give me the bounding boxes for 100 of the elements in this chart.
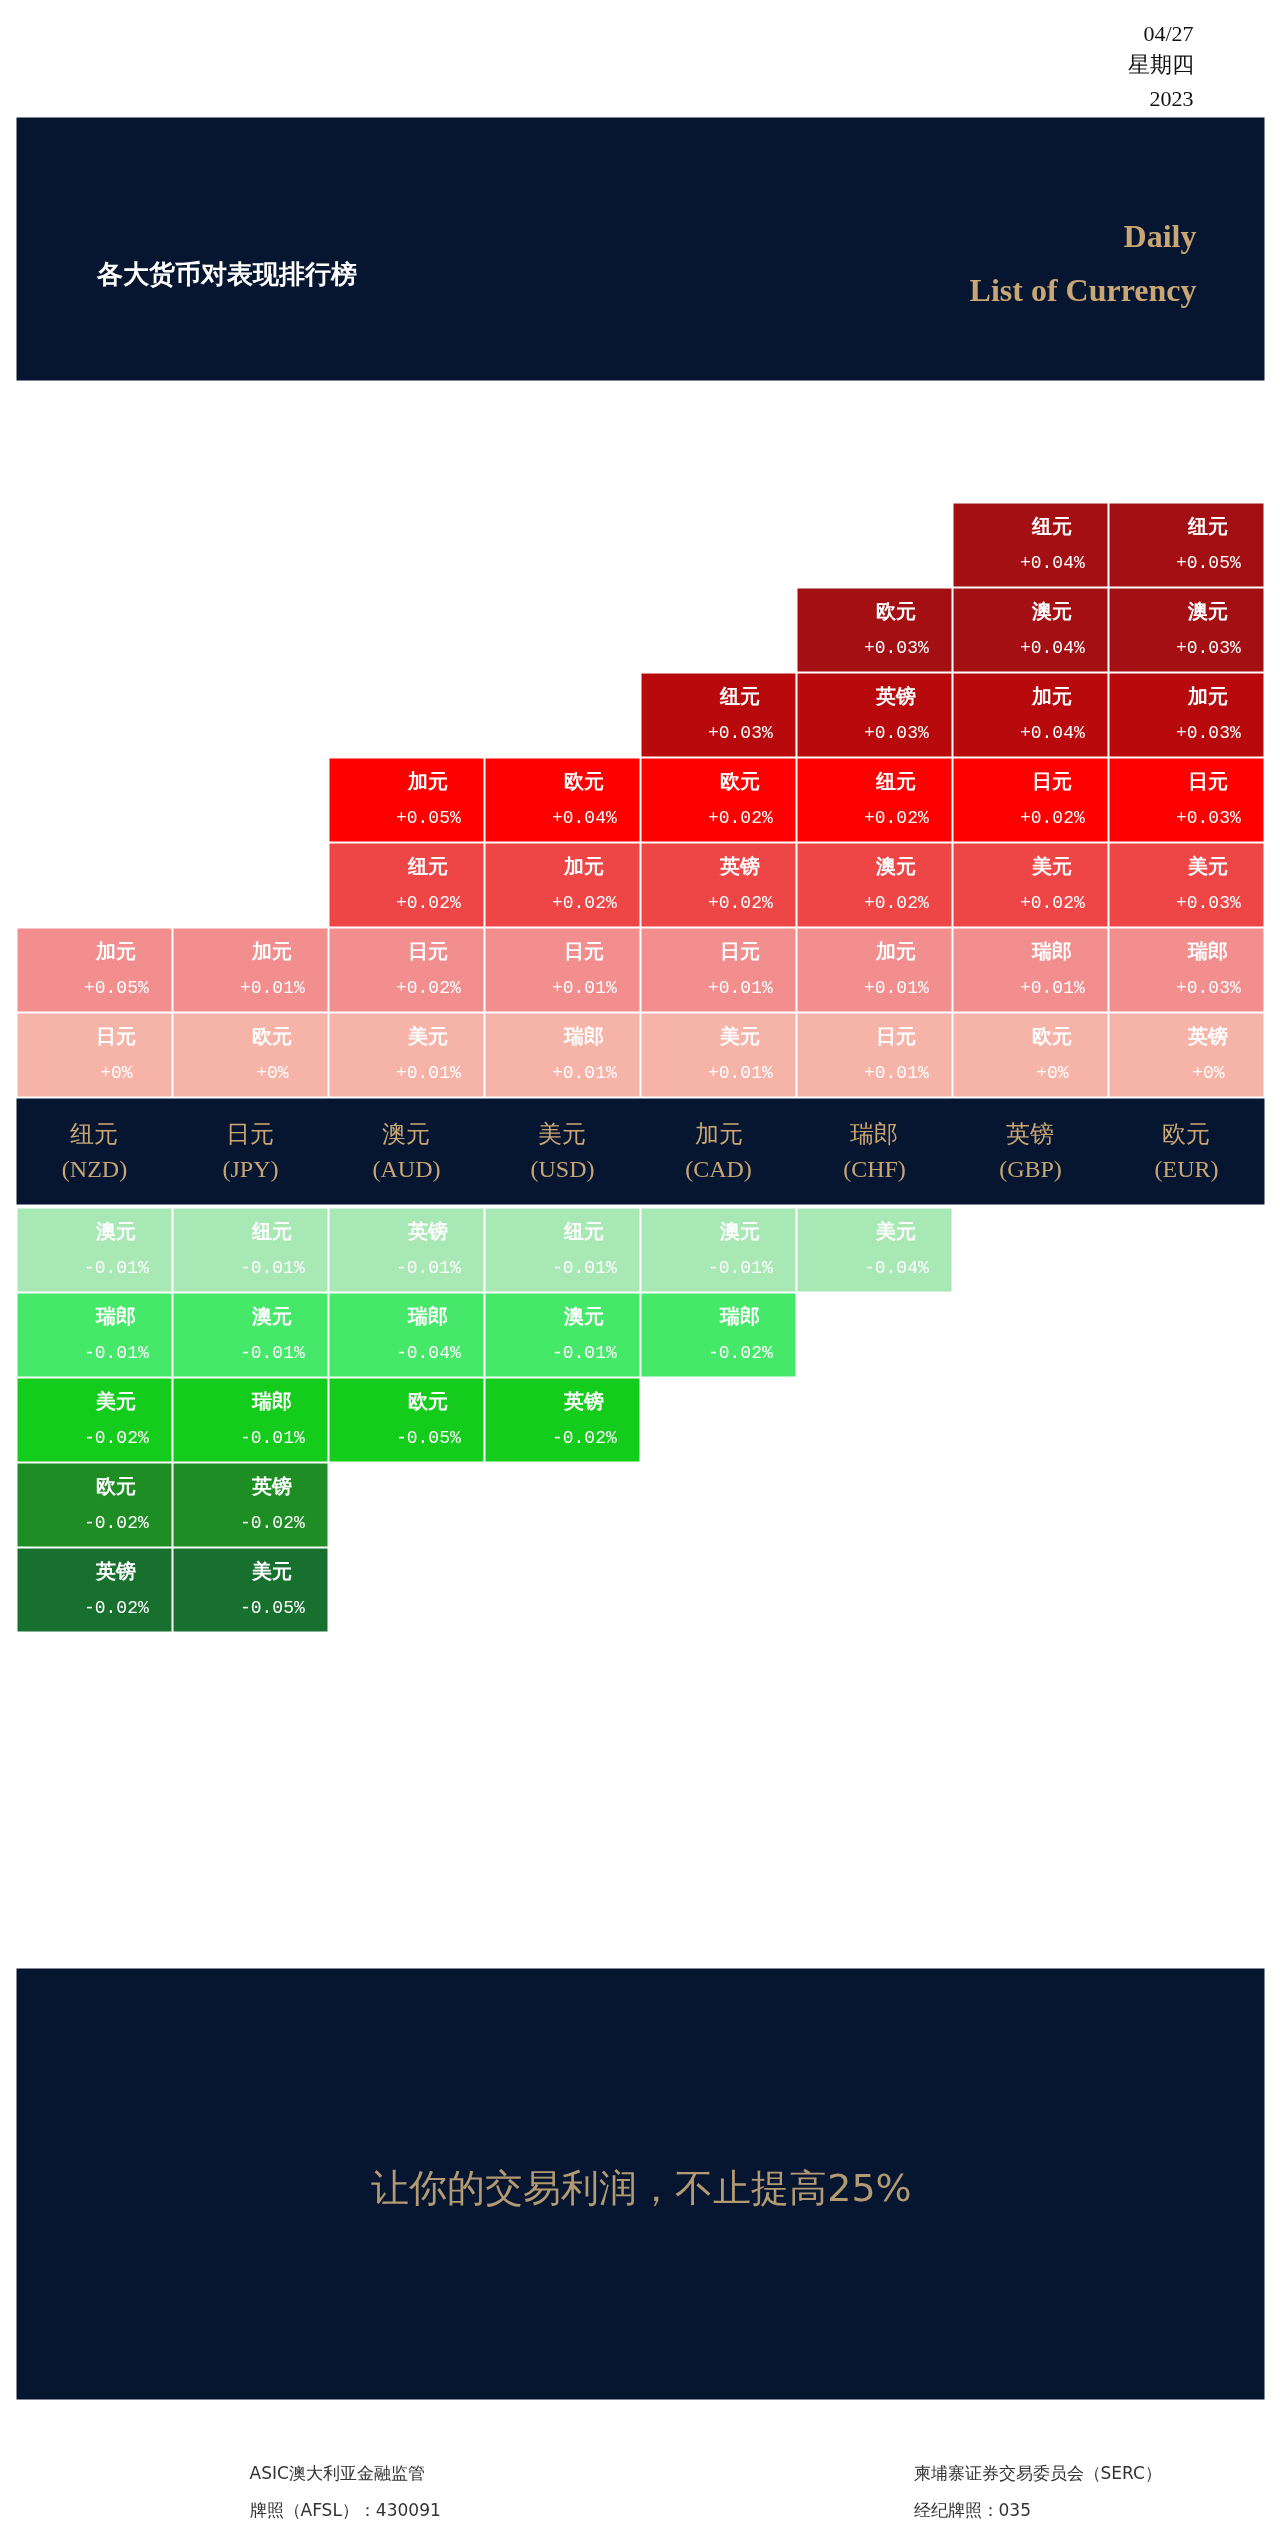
data-label: -0.01% bbox=[551, 1342, 617, 1363]
text: 欧元 bbox=[1032, 1024, 1073, 1047]
data-label: +0.05% bbox=[1175, 552, 1241, 573]
text: 英镑 bbox=[251, 1474, 293, 1497]
data-label: +0.03% bbox=[863, 637, 929, 658]
text: 日元 bbox=[720, 939, 761, 962]
text: 星期四 bbox=[1127, 52, 1194, 77]
data-label: +0.02% bbox=[551, 892, 617, 913]
text: 澳元 bbox=[875, 854, 917, 877]
data-label: +0.01% bbox=[551, 1062, 617, 1083]
data-label: -0.01% bbox=[707, 1257, 773, 1278]
data-label: -0.02% bbox=[707, 1342, 773, 1363]
text: 2023 bbox=[1149, 85, 1194, 111]
text: 澳元 bbox=[1187, 599, 1229, 622]
data-label: -0.01% bbox=[239, 1257, 305, 1278]
data-label: +0.02% bbox=[395, 977, 461, 998]
text: 纽元 bbox=[875, 769, 917, 792]
text: 欧元 bbox=[96, 1474, 137, 1497]
text: 英镑 bbox=[95, 1559, 137, 1582]
data-label: +0.05% bbox=[83, 977, 149, 998]
text: 欧元 bbox=[252, 1024, 293, 1047]
text: Daily List of Currency bbox=[969, 217, 1197, 308]
text: 澳元 bbox=[1031, 599, 1073, 622]
data-label: +0.03% bbox=[1175, 722, 1241, 743]
text: 纽元 bbox=[251, 1219, 293, 1242]
data-label: +0.04% bbox=[1019, 637, 1085, 658]
data-label: +0.02% bbox=[863, 807, 929, 828]
text: 各大货币对表现排行榜 bbox=[95, 258, 357, 289]
text: 澳元 bbox=[719, 1219, 761, 1242]
data-label: -0.02% bbox=[83, 1512, 149, 1533]
data-label: +0.02% bbox=[707, 807, 773, 828]
data-label: -0.01% bbox=[83, 1257, 149, 1278]
text: 日元 bbox=[1188, 769, 1229, 792]
data-label: +0.03% bbox=[1175, 637, 1241, 658]
text: 纽元 bbox=[1187, 514, 1229, 537]
text: 经纪牌照：035 bbox=[913, 2499, 1031, 2520]
data-label: -0.01% bbox=[395, 1257, 461, 1278]
text: 瑞郎 bbox=[95, 1304, 137, 1327]
data-label: +0.03% bbox=[1175, 807, 1241, 828]
data-label: -0.04% bbox=[395, 1342, 461, 1363]
data-label: -0.02% bbox=[551, 1427, 617, 1448]
text: 纽元 bbox=[1031, 514, 1073, 537]
data-label: +0.01% bbox=[239, 977, 305, 998]
text: 日元 bbox=[876, 1024, 917, 1047]
category-label: 纽元 (NZD) bbox=[61, 1120, 128, 1183]
data-label: +0.01% bbox=[863, 1062, 929, 1083]
data-label: +0.05% bbox=[395, 807, 461, 828]
text: 英镑 bbox=[875, 684, 917, 707]
text: 纽元 bbox=[563, 1219, 605, 1242]
text: 欧元 bbox=[408, 1389, 449, 1412]
data-label: +0.03% bbox=[1175, 977, 1241, 998]
data-label: +0.02% bbox=[707, 892, 773, 913]
data-label: +0.04% bbox=[1019, 552, 1085, 573]
text: 瑞郎 bbox=[1031, 939, 1073, 962]
data-label: +0.02% bbox=[863, 892, 929, 913]
category-label: 英镑 (GBP) bbox=[999, 1120, 1062, 1183]
text: 瑞郎 bbox=[407, 1304, 449, 1327]
text: 加元 bbox=[407, 769, 449, 792]
data-label: +0.01% bbox=[863, 977, 929, 998]
data-label: -0.01% bbox=[239, 1342, 305, 1363]
text: 04/27 bbox=[1143, 21, 1194, 46]
category-label: 美元 (USD) bbox=[530, 1120, 595, 1183]
data-label: +0.02% bbox=[395, 892, 461, 913]
data-label: +0% bbox=[1192, 1062, 1225, 1083]
text: 加元 bbox=[1031, 684, 1073, 707]
text: 英镑 bbox=[563, 1389, 605, 1412]
text: 美元 bbox=[719, 1024, 761, 1047]
data-label: +0.02% bbox=[1019, 892, 1085, 913]
data-label: +0% bbox=[256, 1062, 289, 1083]
text: 加元 bbox=[875, 939, 917, 962]
text: 柬埔寨证券交易委员会（SERC） bbox=[913, 2462, 1162, 2483]
text: 澳元 bbox=[251, 1304, 293, 1327]
text: ASIC澳大利亚金融监管 bbox=[249, 2462, 425, 2483]
data-label: +0.01% bbox=[1019, 977, 1085, 998]
data-label: -0.05% bbox=[395, 1427, 461, 1448]
text: 英镑 bbox=[1187, 1024, 1229, 1047]
data-label: +0.01% bbox=[707, 1062, 773, 1083]
text: 美元 bbox=[95, 1389, 137, 1412]
data-label: +0.04% bbox=[551, 807, 617, 828]
data-label: +0.03% bbox=[707, 722, 773, 743]
data-label: -0.01% bbox=[551, 1257, 617, 1278]
text: 让你的交易利润，不止提高25% bbox=[371, 2165, 912, 2210]
data-label: +0% bbox=[1036, 1062, 1069, 1083]
text: 日元 bbox=[564, 939, 605, 962]
text: 澳元 bbox=[95, 1219, 137, 1242]
data-label: +0.04% bbox=[1019, 722, 1085, 743]
text: 牌照（AFSL）：430091 bbox=[249, 2499, 441, 2520]
text: 加元 bbox=[1187, 684, 1229, 707]
text: 日元 bbox=[96, 1024, 137, 1047]
data-label: -0.02% bbox=[83, 1597, 149, 1618]
data-label: -0.02% bbox=[83, 1427, 149, 1448]
data-label: -0.04% bbox=[863, 1257, 929, 1278]
text: 欧元 bbox=[720, 769, 761, 792]
text: 加元 bbox=[95, 939, 137, 962]
category-label: 加元 (CAD) bbox=[685, 1120, 752, 1183]
category-label: 欧元 (EUR) bbox=[1154, 1120, 1219, 1183]
text: 英镑 bbox=[407, 1219, 449, 1242]
text: 澳元 bbox=[563, 1304, 605, 1327]
text: 日元 bbox=[408, 939, 449, 962]
text: 英镑 bbox=[719, 854, 761, 877]
